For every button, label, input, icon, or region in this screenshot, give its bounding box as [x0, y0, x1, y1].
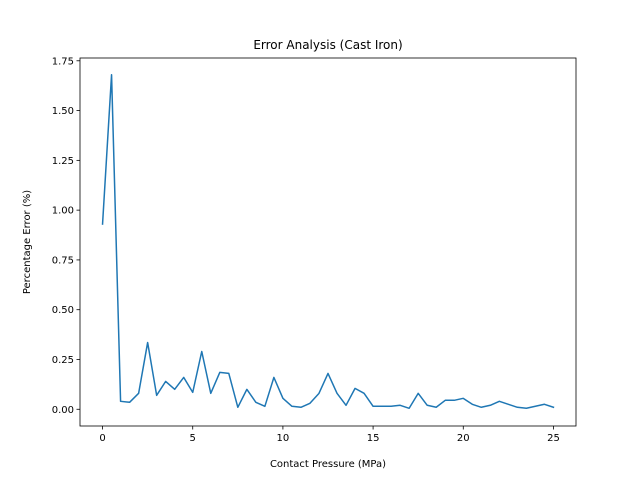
x-tick-label: 20 — [457, 433, 470, 444]
y-axis-label: Percentage Error (%) — [22, 190, 33, 294]
y-axis-ticks: 0.00 0.25 0.50 0.75 1.00 1.25 1.50 1.75 — [52, 56, 80, 416]
x-tick-label: 5 — [190, 433, 196, 444]
x-tick-label: 25 — [547, 433, 560, 444]
y-tick-label: 0.25 — [52, 355, 74, 366]
plot-area — [79, 57, 577, 427]
x-tick-label: 10 — [277, 433, 290, 444]
x-axis-label: Contact Pressure (MPa) — [270, 459, 386, 470]
plot-background — [80, 58, 576, 426]
y-tick-label: 1.00 — [52, 206, 74, 217]
x-axis-ticks: 0 5 10 15 20 25 — [99, 426, 560, 444]
series-line — [101, 73, 555, 410]
y-tick-label: 1.50 — [52, 106, 74, 117]
y-tick-label: 0.00 — [52, 405, 74, 416]
y-tick-label: 1.75 — [52, 56, 74, 67]
x-tick-label: 15 — [367, 433, 380, 444]
x-tick-label: 0 — [99, 433, 105, 444]
y-tick-label: 1.25 — [52, 156, 74, 167]
chart-title: Error Analysis (Cast Iron) — [253, 38, 402, 52]
series-layer — [101, 73, 555, 410]
plot-frame — [79, 57, 577, 427]
y-tick-label: 0.50 — [52, 305, 74, 316]
y-tick-label: 0.75 — [52, 255, 74, 266]
